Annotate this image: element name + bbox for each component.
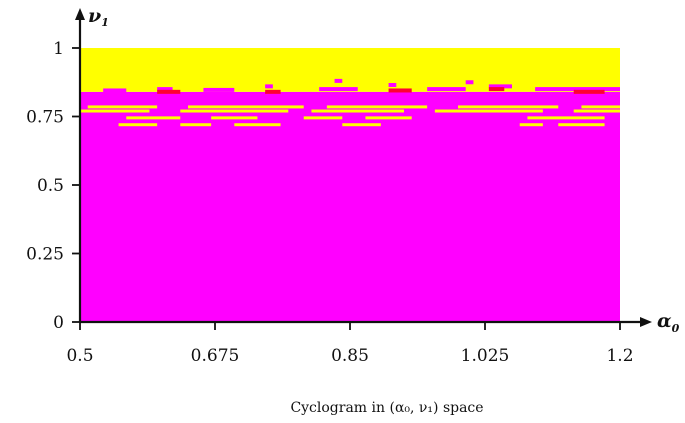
yellow-stripe bbox=[342, 123, 381, 127]
y-tick-label: 0 bbox=[53, 313, 64, 333]
yellow-stripe bbox=[80, 109, 150, 113]
y-tick-label: 0.25 bbox=[26, 245, 64, 265]
yellow-stripe bbox=[311, 109, 404, 113]
yellow-stripe bbox=[458, 105, 559, 109]
boundary-segment-magenta bbox=[265, 84, 273, 89]
yellow-stripe bbox=[326, 105, 428, 109]
yellow-stripe bbox=[573, 109, 620, 113]
boundary-segment-magenta bbox=[488, 84, 512, 89]
region-yellow bbox=[80, 48, 620, 92]
x-tick-label: 1.2 bbox=[606, 346, 633, 366]
boundary-segment-magenta bbox=[388, 82, 397, 87]
yellow-stripe bbox=[558, 123, 605, 127]
region-magenta bbox=[80, 91, 620, 322]
x-tick-label: 1.025 bbox=[461, 346, 510, 366]
y-axis-arrow bbox=[75, 8, 85, 20]
yellow-stripe bbox=[211, 116, 258, 120]
yellow-stripe bbox=[434, 109, 543, 113]
boundary-segment-magenta bbox=[334, 78, 343, 83]
boundary-segment-magenta bbox=[465, 80, 474, 85]
x-axis-arrow bbox=[640, 317, 652, 327]
boundary-segment-red bbox=[388, 88, 412, 93]
axes bbox=[75, 8, 652, 327]
y-tick-label: 1 bbox=[53, 39, 64, 59]
y-tick-label: 0.75 bbox=[26, 108, 64, 128]
ticks: 0 0.25 0.5 0.75 1 0.5 0.675 0.85 1.025 1.2 bbox=[26, 39, 633, 366]
boundary-segment-red bbox=[573, 89, 605, 94]
y-tick-label: 0.5 bbox=[37, 176, 64, 196]
boundary-segment-magenta bbox=[80, 93, 620, 98]
boundary-segment-magenta bbox=[535, 87, 620, 92]
yellow-stripe bbox=[303, 116, 343, 120]
boundary-segment-red bbox=[157, 89, 181, 94]
yellow-stripe bbox=[365, 116, 412, 120]
yellow-stripe bbox=[188, 105, 304, 109]
plot-area bbox=[80, 48, 620, 322]
yellow-stripe bbox=[87, 105, 158, 109]
yellow-stripe bbox=[519, 123, 543, 127]
boundary-segment-magenta bbox=[203, 87, 235, 92]
y-axis-label: ν1 bbox=[88, 5, 109, 29]
x-axis-label: α0 bbox=[657, 310, 680, 335]
x-tick-label: 0.85 bbox=[331, 346, 369, 366]
chart-caption: Cyclogram in (α₀, ν₁) space bbox=[290, 400, 483, 416]
boundary-segment-magenta bbox=[427, 87, 466, 92]
boundary-segment-red bbox=[265, 89, 281, 94]
boundary-segment-magenta bbox=[157, 87, 173, 92]
boundary-segment-magenta bbox=[319, 87, 358, 92]
yellow-stripe bbox=[180, 123, 212, 127]
yellow-stripe bbox=[581, 105, 620, 109]
yellow-stripe bbox=[234, 123, 281, 127]
yellow-stripe bbox=[180, 109, 289, 113]
x-tick-label: 0.5 bbox=[66, 346, 93, 366]
boundary-segment-magenta bbox=[103, 88, 127, 93]
boundary-segment-red bbox=[488, 87, 505, 92]
x-tick-label: 0.675 bbox=[191, 346, 240, 366]
yellow-stripe bbox=[126, 116, 181, 120]
yellow-stripe bbox=[527, 116, 605, 120]
yellow-stripe bbox=[118, 123, 158, 127]
